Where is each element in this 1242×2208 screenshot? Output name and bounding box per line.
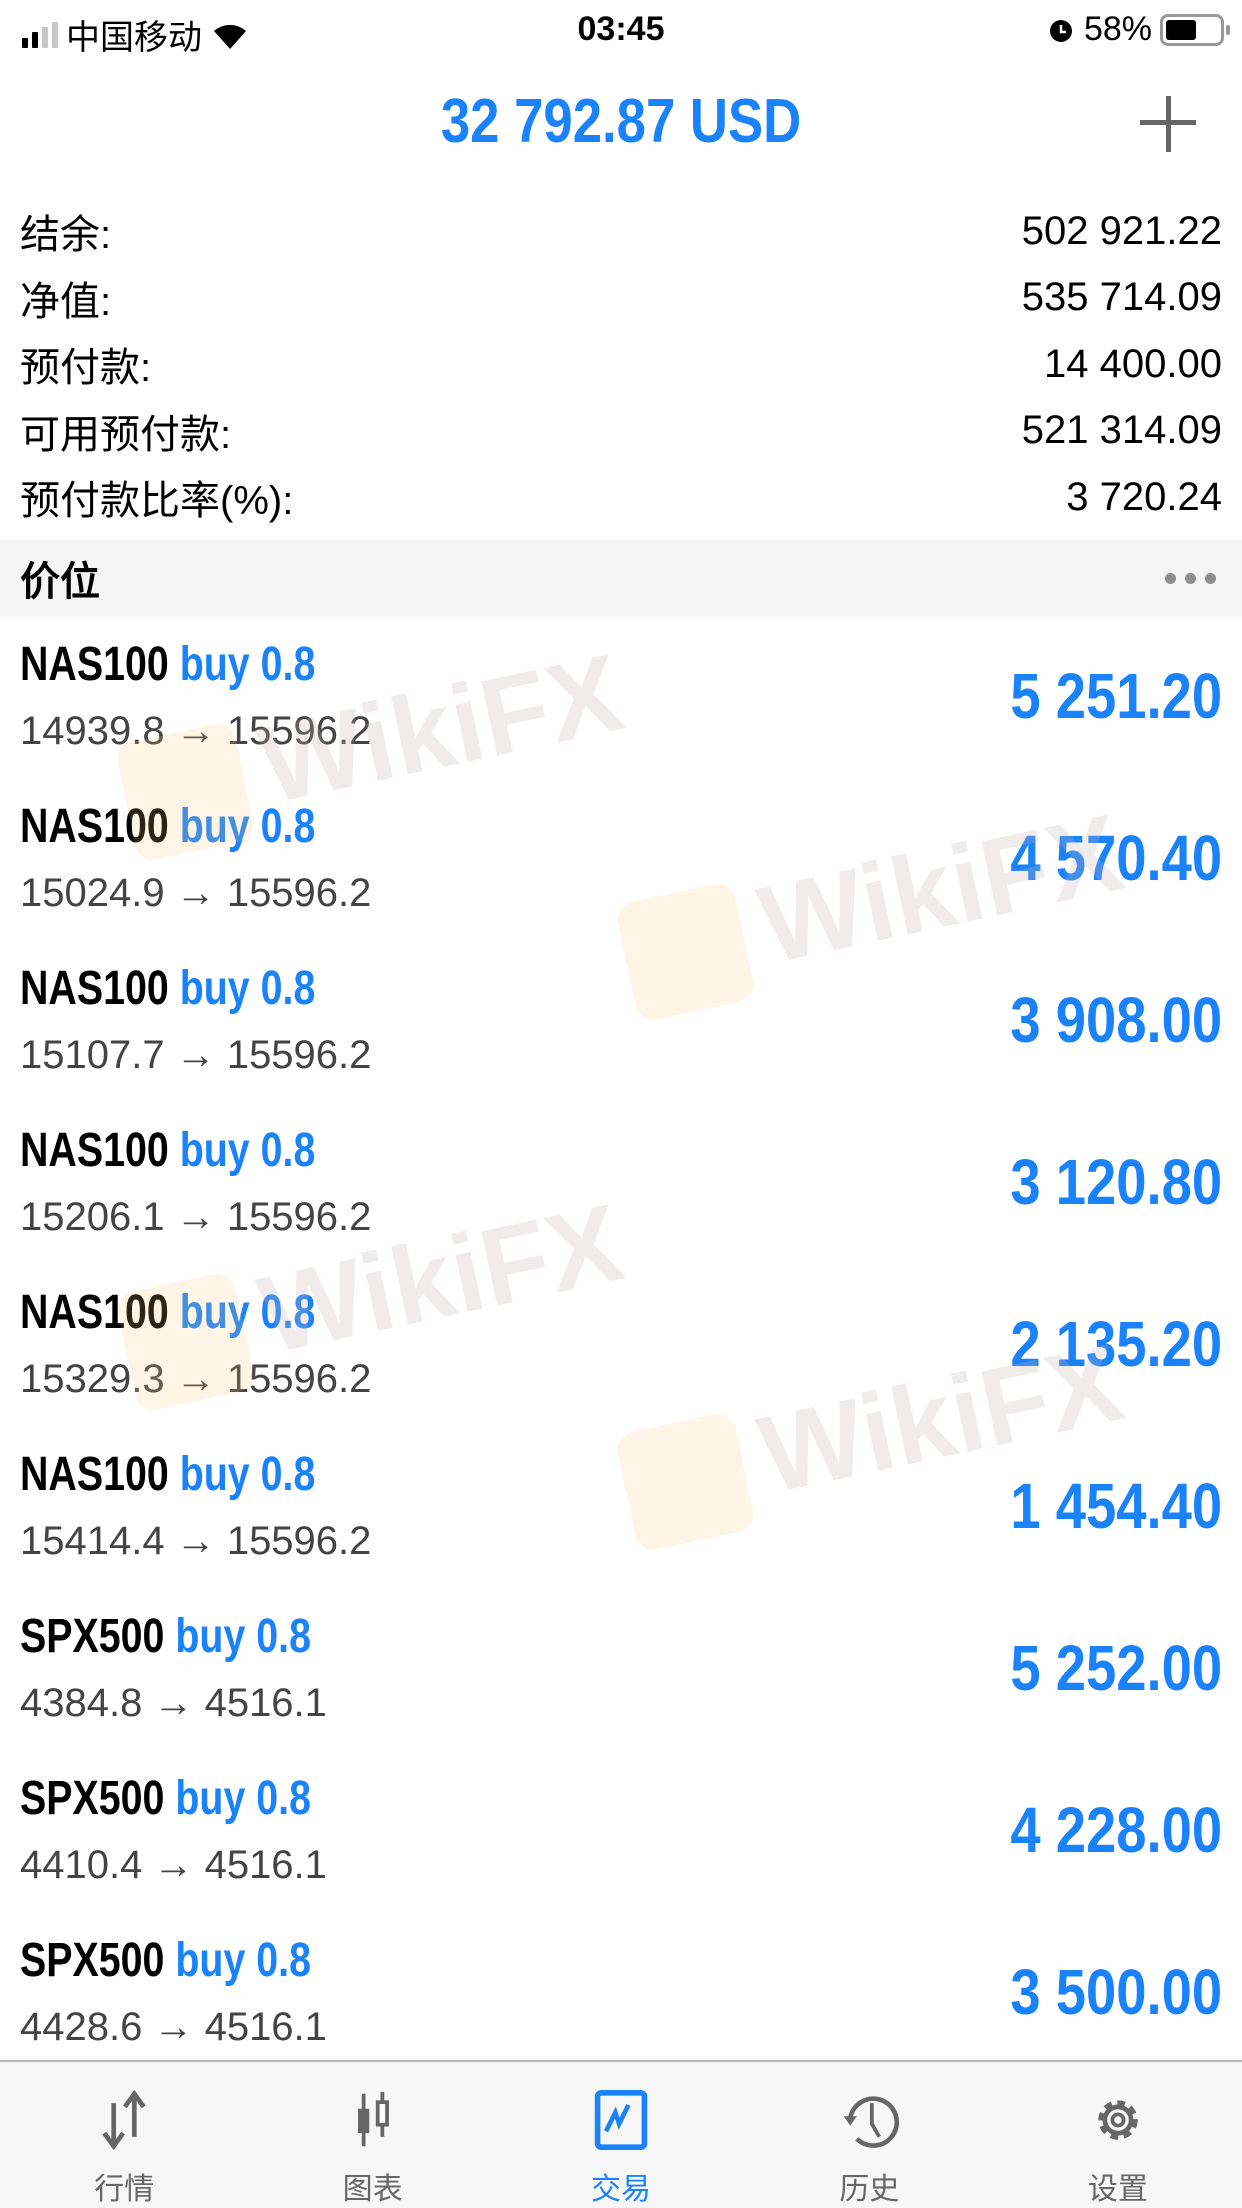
summary-label: 预付款比率(%): (20, 479, 294, 524)
carrier: 中国移动 (66, 19, 202, 57)
tab-trade[interactable]: 交易 (497, 2062, 745, 2208)
summary-row: 结余: 502 921.22 (0, 198, 1242, 265)
account-profit-title: 32 792.87 USD (440, 87, 802, 156)
plus-icon[interactable] (1140, 96, 1196, 152)
position-row[interactable]: NAS100 buy 0.8 15329.3 → 15596.2 2 135.20 (0, 1265, 1242, 1427)
symbol: NAS100 (20, 1124, 169, 1177)
status-bar: 中国移动 03:45 58% (0, 0, 1242, 62)
price-range: 15024.9 → 15596.2 (20, 871, 372, 915)
profit-value: 5 252.00 (1010, 1632, 1222, 1704)
symbol: SPX500 (20, 1934, 165, 1987)
tab-charts[interactable]: 图表 (248, 2062, 496, 2208)
positions-list: NAS100 buy 0.8 14939.8 → 15596.2 5 251.20 N… (0, 617, 1242, 2075)
trade-side-volume: buy 0.8 (179, 962, 316, 1015)
summary-value: 502 921.22 (1021, 208, 1222, 253)
candlestick-icon (357, 2091, 389, 2147)
battery-percent: 58% (1083, 10, 1152, 48)
summary-label: 可用预付款: (20, 412, 232, 457)
history-icon (844, 2096, 900, 2148)
profit-value: 4 228.00 (1010, 1794, 1222, 1866)
price-range: 4410.4 → 4516.1 (20, 1843, 327, 1887)
price-range: 4428.6 → 4516.1 (20, 2005, 327, 2049)
trade-side-volume: buy 0.8 (179, 638, 316, 691)
summary-row: 可用预付款: 521 314.09 (0, 398, 1242, 465)
clock: 03:45 (577, 10, 665, 48)
wifi-icon (214, 24, 246, 49)
trade-side-volume: buy 0.8 (179, 1124, 316, 1177)
tab-label: 图表 (342, 2173, 403, 2206)
profit-value: 1 454.40 (1010, 1470, 1222, 1542)
profit-value: 3 500.00 (1010, 1956, 1222, 2028)
position-row[interactable]: NAS100 buy 0.8 15024.9 → 15596.2 4 570.40 (0, 779, 1242, 941)
gear-icon (1098, 2100, 1138, 2140)
alarm-icon (1049, 19, 1072, 42)
position-row[interactable]: SPX500 buy 0.8 4384.8 → 4516.1 5 252.00 (0, 1589, 1242, 1751)
symbol: NAS100 (20, 962, 169, 1015)
tab-bar: 行情 图表 交易 历史 设置 (0, 2060, 1242, 2208)
position-row[interactable]: NAS100 buy 0.8 15107.7 → 15596.2 3 908.00 (0, 941, 1242, 1103)
trade-side-volume: buy 0.8 (179, 800, 316, 853)
position-row[interactable]: NAS100 buy 0.8 15414.4 → 15596.2 1 454.40 (0, 1427, 1242, 1589)
price-range: 15329.3 → 15596.2 (20, 1357, 372, 1401)
summary-row: 预付款比率(%): 3 720.24 (0, 464, 1242, 531)
symbol: NAS100 (20, 1286, 169, 1339)
price-range: 14939.8 → 15596.2 (20, 709, 372, 753)
price-range: 15206.1 → 15596.2 (20, 1195, 372, 1239)
summary-value: 535 714.09 (1021, 275, 1222, 320)
summary-label: 预付款: (20, 346, 152, 391)
symbol: NAS100 (20, 1448, 169, 1501)
trade-side-volume: buy 0.8 (175, 1772, 312, 1825)
symbol: NAS100 (20, 800, 169, 853)
tab-settings[interactable]: 设置 (994, 2062, 1242, 2208)
summary-row: 净值: 535 714.09 (0, 265, 1242, 332)
summary-label: 净值: (20, 279, 112, 324)
price-range: 15107.7 → 15596.2 (20, 1033, 372, 1077)
account-summary: 结余: 502 921.22 净值: 535 714.09 预付款: 14 400.00 可… (0, 198, 1242, 531)
arrows-updown-icon (102, 2090, 146, 2150)
position-row[interactable]: NAS100 buy 0.8 14939.8 → 15596.2 5 251.20 (0, 617, 1242, 779)
tab-label: 行情 (94, 2173, 155, 2206)
signal-icon (22, 21, 58, 48)
trade-side-volume: buy 0.8 (179, 1448, 316, 1501)
position-row[interactable]: NAS100 buy 0.8 15206.1 → 15596.2 3 120.80 (0, 1103, 1242, 1265)
tab-label: 历史 (839, 2173, 900, 2206)
tab-quotes[interactable]: 行情 (0, 2062, 248, 2208)
symbol: NAS100 (20, 638, 169, 691)
trade-side-volume: buy 0.8 (175, 1610, 312, 1663)
price-range: 15414.4 → 15596.2 (20, 1519, 372, 1563)
profit-value: 4 570.40 (1010, 822, 1222, 894)
position-row[interactable]: SPX500 buy 0.8 4410.4 → 4516.1 4 228.00 (0, 1751, 1242, 1913)
summary-value: 14 400.00 (1044, 341, 1222, 386)
tab-history[interactable]: 历史 (745, 2062, 993, 2208)
trade-chart-icon (594, 2090, 648, 2150)
profit-value: 5 251.20 (1010, 660, 1222, 732)
price-range: 4384.8 → 4516.1 (20, 1681, 327, 1725)
section-title: 价位 (20, 560, 100, 604)
symbol: SPX500 (20, 1610, 165, 1663)
section-header-positions: 价位 (0, 539, 1242, 617)
summary-value: 521 314.09 (1021, 408, 1222, 453)
summary-value: 3 720.24 (1066, 474, 1222, 519)
ellipsis-icon[interactable] (1165, 572, 1216, 584)
profit-value: 3 120.80 (1010, 1146, 1222, 1218)
profit-value: 2 135.20 (1010, 1308, 1222, 1380)
profit-value: 3 908.00 (1010, 984, 1222, 1056)
tab-label: 设置 (1087, 2173, 1148, 2206)
tab-label: 交易 (591, 2173, 652, 2206)
trade-side-volume: buy 0.8 (179, 1286, 316, 1339)
battery-icon (1160, 13, 1230, 46)
summary-label: 结余: (20, 213, 112, 258)
symbol: SPX500 (20, 1772, 165, 1825)
trade-side-volume: buy 0.8 (175, 1934, 312, 1987)
summary-row: 预付款: 14 400.00 (0, 331, 1242, 398)
position-row[interactable]: SPX500 buy 0.8 4428.6 → 4516.1 3 500.00 (0, 1913, 1242, 2075)
